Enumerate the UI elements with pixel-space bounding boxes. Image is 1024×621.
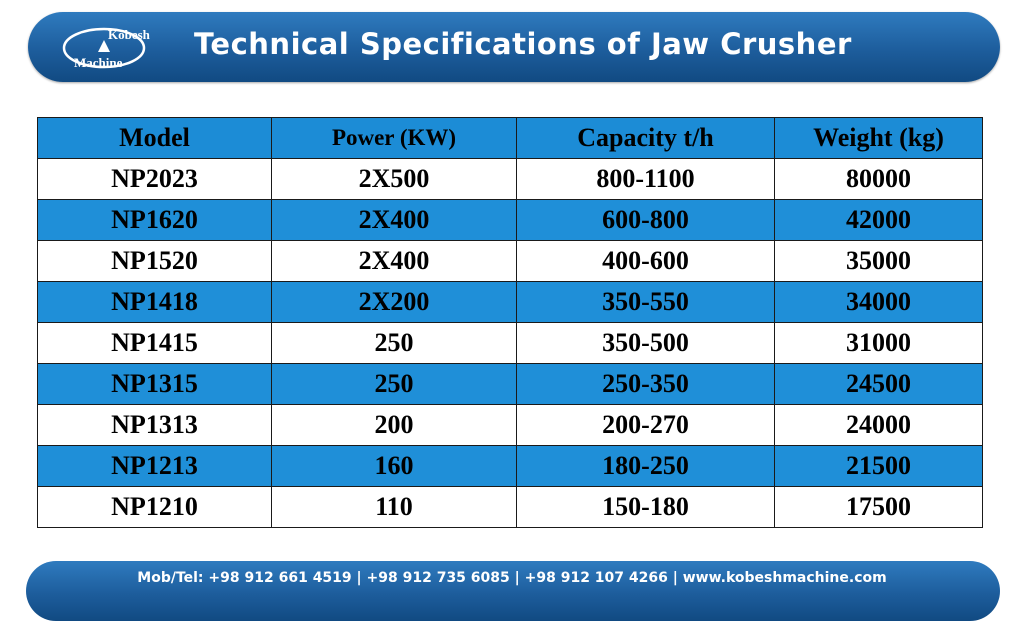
table-header-row: Model Power (KW) Capacity t/h Weight (kg…	[37, 117, 983, 159]
cell-capacity: 350-500	[516, 322, 775, 364]
column-header-weight: Weight (kg)	[774, 117, 983, 159]
cell-model: NP1520	[37, 240, 272, 282]
table-row: NP1415 250 350-500 31000	[37, 322, 983, 364]
cell-power: 2X400	[271, 199, 517, 241]
table-row: NP1620 2X400 600-800 42000	[37, 199, 983, 241]
cell-weight: 80000	[774, 158, 983, 200]
cell-model: NP1620	[37, 199, 272, 241]
cell-model: NP2023	[37, 158, 272, 200]
cell-weight: 42000	[774, 199, 983, 241]
cell-model: NP1315	[37, 363, 272, 405]
cell-weight: 24500	[774, 363, 983, 405]
cell-weight: 24000	[774, 404, 983, 446]
logo-line1: Kobesh	[108, 27, 151, 42]
table-row: NP1210 110 150-180 17500	[37, 486, 983, 528]
logo-mountain-icon	[98, 40, 110, 52]
cell-power: 160	[271, 445, 517, 487]
table-row: NP1313 200 200-270 24000	[37, 404, 983, 446]
table-row: NP1520 2X400 400-600 35000	[37, 240, 983, 282]
company-logo: Kobesh Machine	[62, 27, 151, 70]
cell-weight: 35000	[774, 240, 983, 282]
footer-contact: Mob/Tel: +98 912 661 4519 | +98 912 735 …	[137, 570, 887, 586]
cell-capacity: 250-350	[516, 363, 775, 405]
cell-power: 200	[271, 404, 517, 446]
cell-weight: 17500	[774, 486, 983, 528]
spec-table: Model Power (KW) Capacity t/h Weight (kg…	[37, 117, 983, 528]
cell-weight: 31000	[774, 322, 983, 364]
logo-swoosh-icon	[62, 27, 146, 69]
cell-capacity: 400-600	[516, 240, 775, 282]
cell-power: 2X500	[271, 158, 517, 200]
cell-model: NP1313	[37, 404, 272, 446]
cell-model: NP1210	[37, 486, 272, 528]
cell-power: 250	[271, 363, 517, 405]
column-header-model: Model	[37, 117, 272, 159]
column-header-capacity: Capacity t/h	[516, 117, 775, 159]
cell-power: 110	[271, 486, 517, 528]
cell-power: 250	[271, 322, 517, 364]
cell-weight: 34000	[774, 281, 983, 323]
cell-capacity: 180-250	[516, 445, 775, 487]
logo-line2: Machine	[74, 55, 123, 70]
table-row: NP1213 160 180-250 21500	[37, 445, 983, 487]
cell-capacity: 200-270	[516, 404, 775, 446]
cell-capacity: 600-800	[516, 199, 775, 241]
cell-model: NP1213	[37, 445, 272, 487]
column-header-power: Power (KW)	[271, 117, 517, 159]
cell-model: NP1415	[37, 322, 272, 364]
cell-capacity: 800-1100	[516, 158, 775, 200]
header-banner	[28, 12, 1000, 82]
table-row: NP2023 2X500 800-1100 80000	[37, 158, 983, 200]
cell-power: 2X400	[271, 240, 517, 282]
cell-weight: 21500	[774, 445, 983, 487]
cell-model: NP1418	[37, 281, 272, 323]
table-row: NP1418 2X200 350-550 34000	[37, 281, 983, 323]
cell-power: 2X200	[271, 281, 517, 323]
table-row: NP1315 250 250-350 24500	[37, 363, 983, 405]
page-title: Technical Specifications of Jaw Crusher	[194, 27, 852, 61]
cell-capacity: 350-550	[516, 281, 775, 323]
cell-capacity: 150-180	[516, 486, 775, 528]
